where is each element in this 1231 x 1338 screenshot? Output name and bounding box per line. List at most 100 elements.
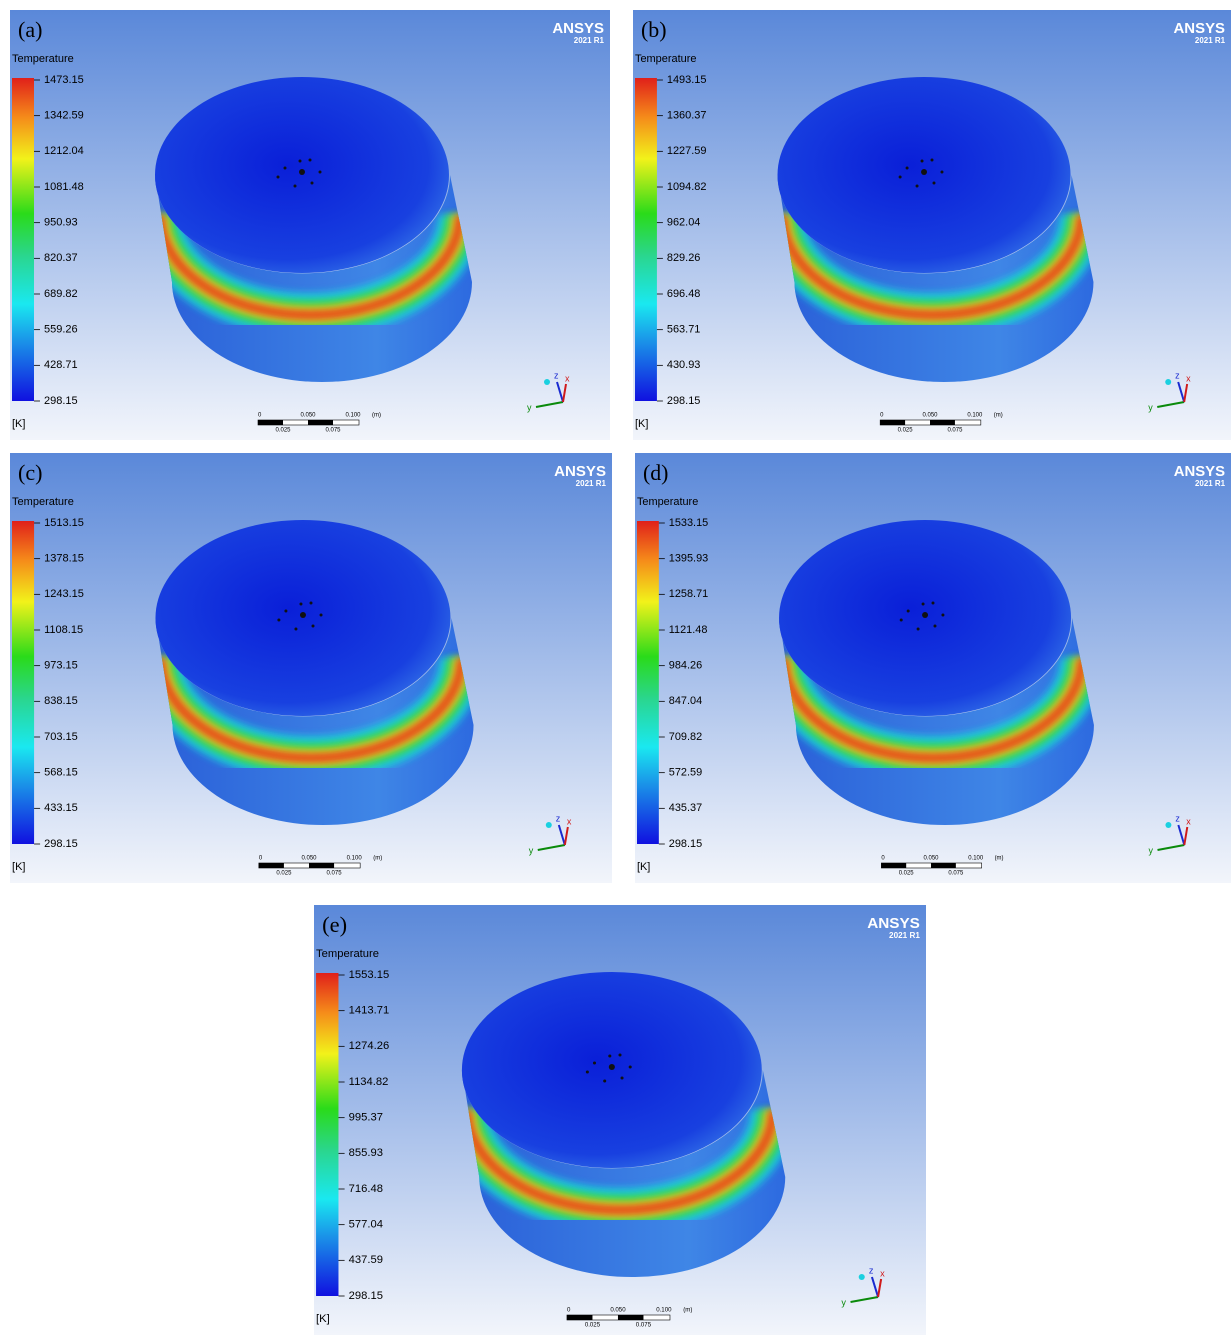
legend-tick-label: 298.15	[44, 395, 78, 407]
unit: [K]	[316, 1313, 330, 1325]
legend-title: Temperature	[12, 53, 74, 65]
legend-tick-label: 709.82	[669, 731, 702, 743]
unit: [K]	[637, 861, 650, 873]
probe-point	[283, 166, 287, 170]
axis-y	[535, 401, 564, 408]
scale-label: 0.100	[345, 413, 361, 419]
axis-z	[1177, 381, 1186, 403]
scale-label: 0	[880, 413, 884, 419]
version: 2021 R1	[574, 36, 605, 45]
scale-label: 0.025	[899, 871, 915, 877]
version: 2021 R1	[576, 479, 607, 488]
cylinder-top	[777, 77, 1071, 273]
brand: ANSYS	[552, 20, 604, 37]
probe-point	[319, 613, 323, 617]
probe-point	[608, 1064, 615, 1070]
legend-tick-label: 1342.59	[44, 110, 84, 122]
legend-tick-label: 577.04	[349, 1219, 383, 1231]
scale-bar-seg	[881, 863, 907, 868]
colorbar	[636, 521, 659, 844]
axis-label: y	[529, 845, 534, 855]
legend-tick-label: 563.71	[667, 324, 701, 336]
legend-tick-label: 1212.04	[44, 145, 84, 157]
scale-label: (m)	[995, 856, 1004, 862]
scale-bar-seg	[880, 420, 906, 425]
legend-tick-label: 1227.59	[667, 145, 707, 157]
legend-tick-label: 1360.37	[667, 110, 707, 122]
axis-z	[1177, 824, 1186, 846]
scale-label: (m)	[994, 413, 1003, 419]
scale-bar-seg	[308, 863, 335, 868]
probe-point	[906, 609, 910, 613]
probe-point	[920, 159, 924, 163]
panel-label: (d)	[643, 460, 668, 485]
axis-x	[563, 826, 569, 846]
scale-label: (m)	[683, 1308, 692, 1314]
probe-point	[318, 170, 322, 174]
hot-band	[155, 214, 472, 337]
legend-tick-label: 1108.15	[44, 624, 83, 636]
version: 2021 R1	[889, 931, 920, 940]
unit: [K]	[12, 861, 25, 873]
triad-ball	[858, 1274, 865, 1280]
probe-point	[608, 1054, 612, 1058]
axis-label: x	[880, 1268, 885, 1278]
probe-point	[898, 175, 902, 179]
legend-tick-label: 973.15	[44, 660, 78, 672]
cylinder-side	[461, 1070, 786, 1277]
probe-point	[921, 602, 925, 606]
axis-label: x	[565, 373, 570, 383]
legend-tick-label: 829.26	[667, 252, 701, 264]
legend-tick-label: 820.37	[44, 252, 78, 264]
probe-point	[921, 169, 928, 175]
legend-tick-label: 428.71	[44, 359, 78, 371]
legend-tick-label: 433.15	[44, 802, 78, 814]
brand: ANSYS	[1174, 20, 1226, 37]
probe-point	[905, 166, 909, 170]
legend-tick-label: 1553.15	[349, 969, 390, 981]
brand: ANSYS	[1174, 463, 1225, 480]
legend-tick-label: 1081.48	[44, 181, 84, 193]
legend-tick-label: 568.15	[44, 767, 78, 779]
legend-tick-label: 689.82	[44, 288, 78, 300]
probe-point	[603, 1079, 607, 1083]
scale-bar-seg	[617, 1315, 644, 1320]
scale-label: 0.050	[924, 856, 940, 862]
axis-label: x	[1186, 816, 1191, 826]
scale-label: 0	[259, 856, 263, 862]
axis-label: x	[1186, 373, 1191, 383]
panel-label: (b)	[641, 17, 667, 42]
probe-point	[298, 159, 302, 163]
probe-point	[899, 618, 903, 622]
legend-tick-label: 716.48	[349, 1183, 383, 1195]
probe-point	[293, 184, 297, 188]
legend-tick-label: 1378.15	[44, 553, 84, 565]
scale-label: 0.025	[276, 871, 292, 877]
panel-label: (a)	[18, 17, 42, 42]
scale-label: 0.075	[636, 1323, 652, 1329]
legend-tick-label: 984.26	[669, 660, 702, 672]
unit: [K]	[635, 418, 648, 430]
legend-tick-label: 1121.48	[669, 624, 708, 636]
scale-bar-seg	[258, 420, 283, 425]
axis-label: z	[1175, 813, 1180, 823]
scale-label: (m)	[372, 413, 381, 419]
probe-point	[932, 181, 936, 185]
scale-label: 0.100	[656, 1308, 672, 1314]
probe-point	[941, 613, 945, 617]
scale-bar-seg	[931, 863, 956, 868]
legend-tick-label: 437.59	[349, 1254, 383, 1266]
hot-band	[779, 657, 1094, 780]
scale-bar-seg	[930, 420, 955, 425]
axis-label: x	[567, 816, 572, 826]
triad-ball	[544, 379, 550, 385]
axis-x	[877, 1278, 883, 1298]
legend-tick-label: 847.04	[669, 695, 702, 707]
probe-point	[915, 184, 919, 188]
axis-y	[1157, 844, 1185, 851]
probe-point	[916, 627, 920, 631]
legend-title: Temperature	[635, 53, 696, 65]
hot-band	[155, 657, 474, 780]
version: 2021 R1	[1195, 479, 1226, 488]
